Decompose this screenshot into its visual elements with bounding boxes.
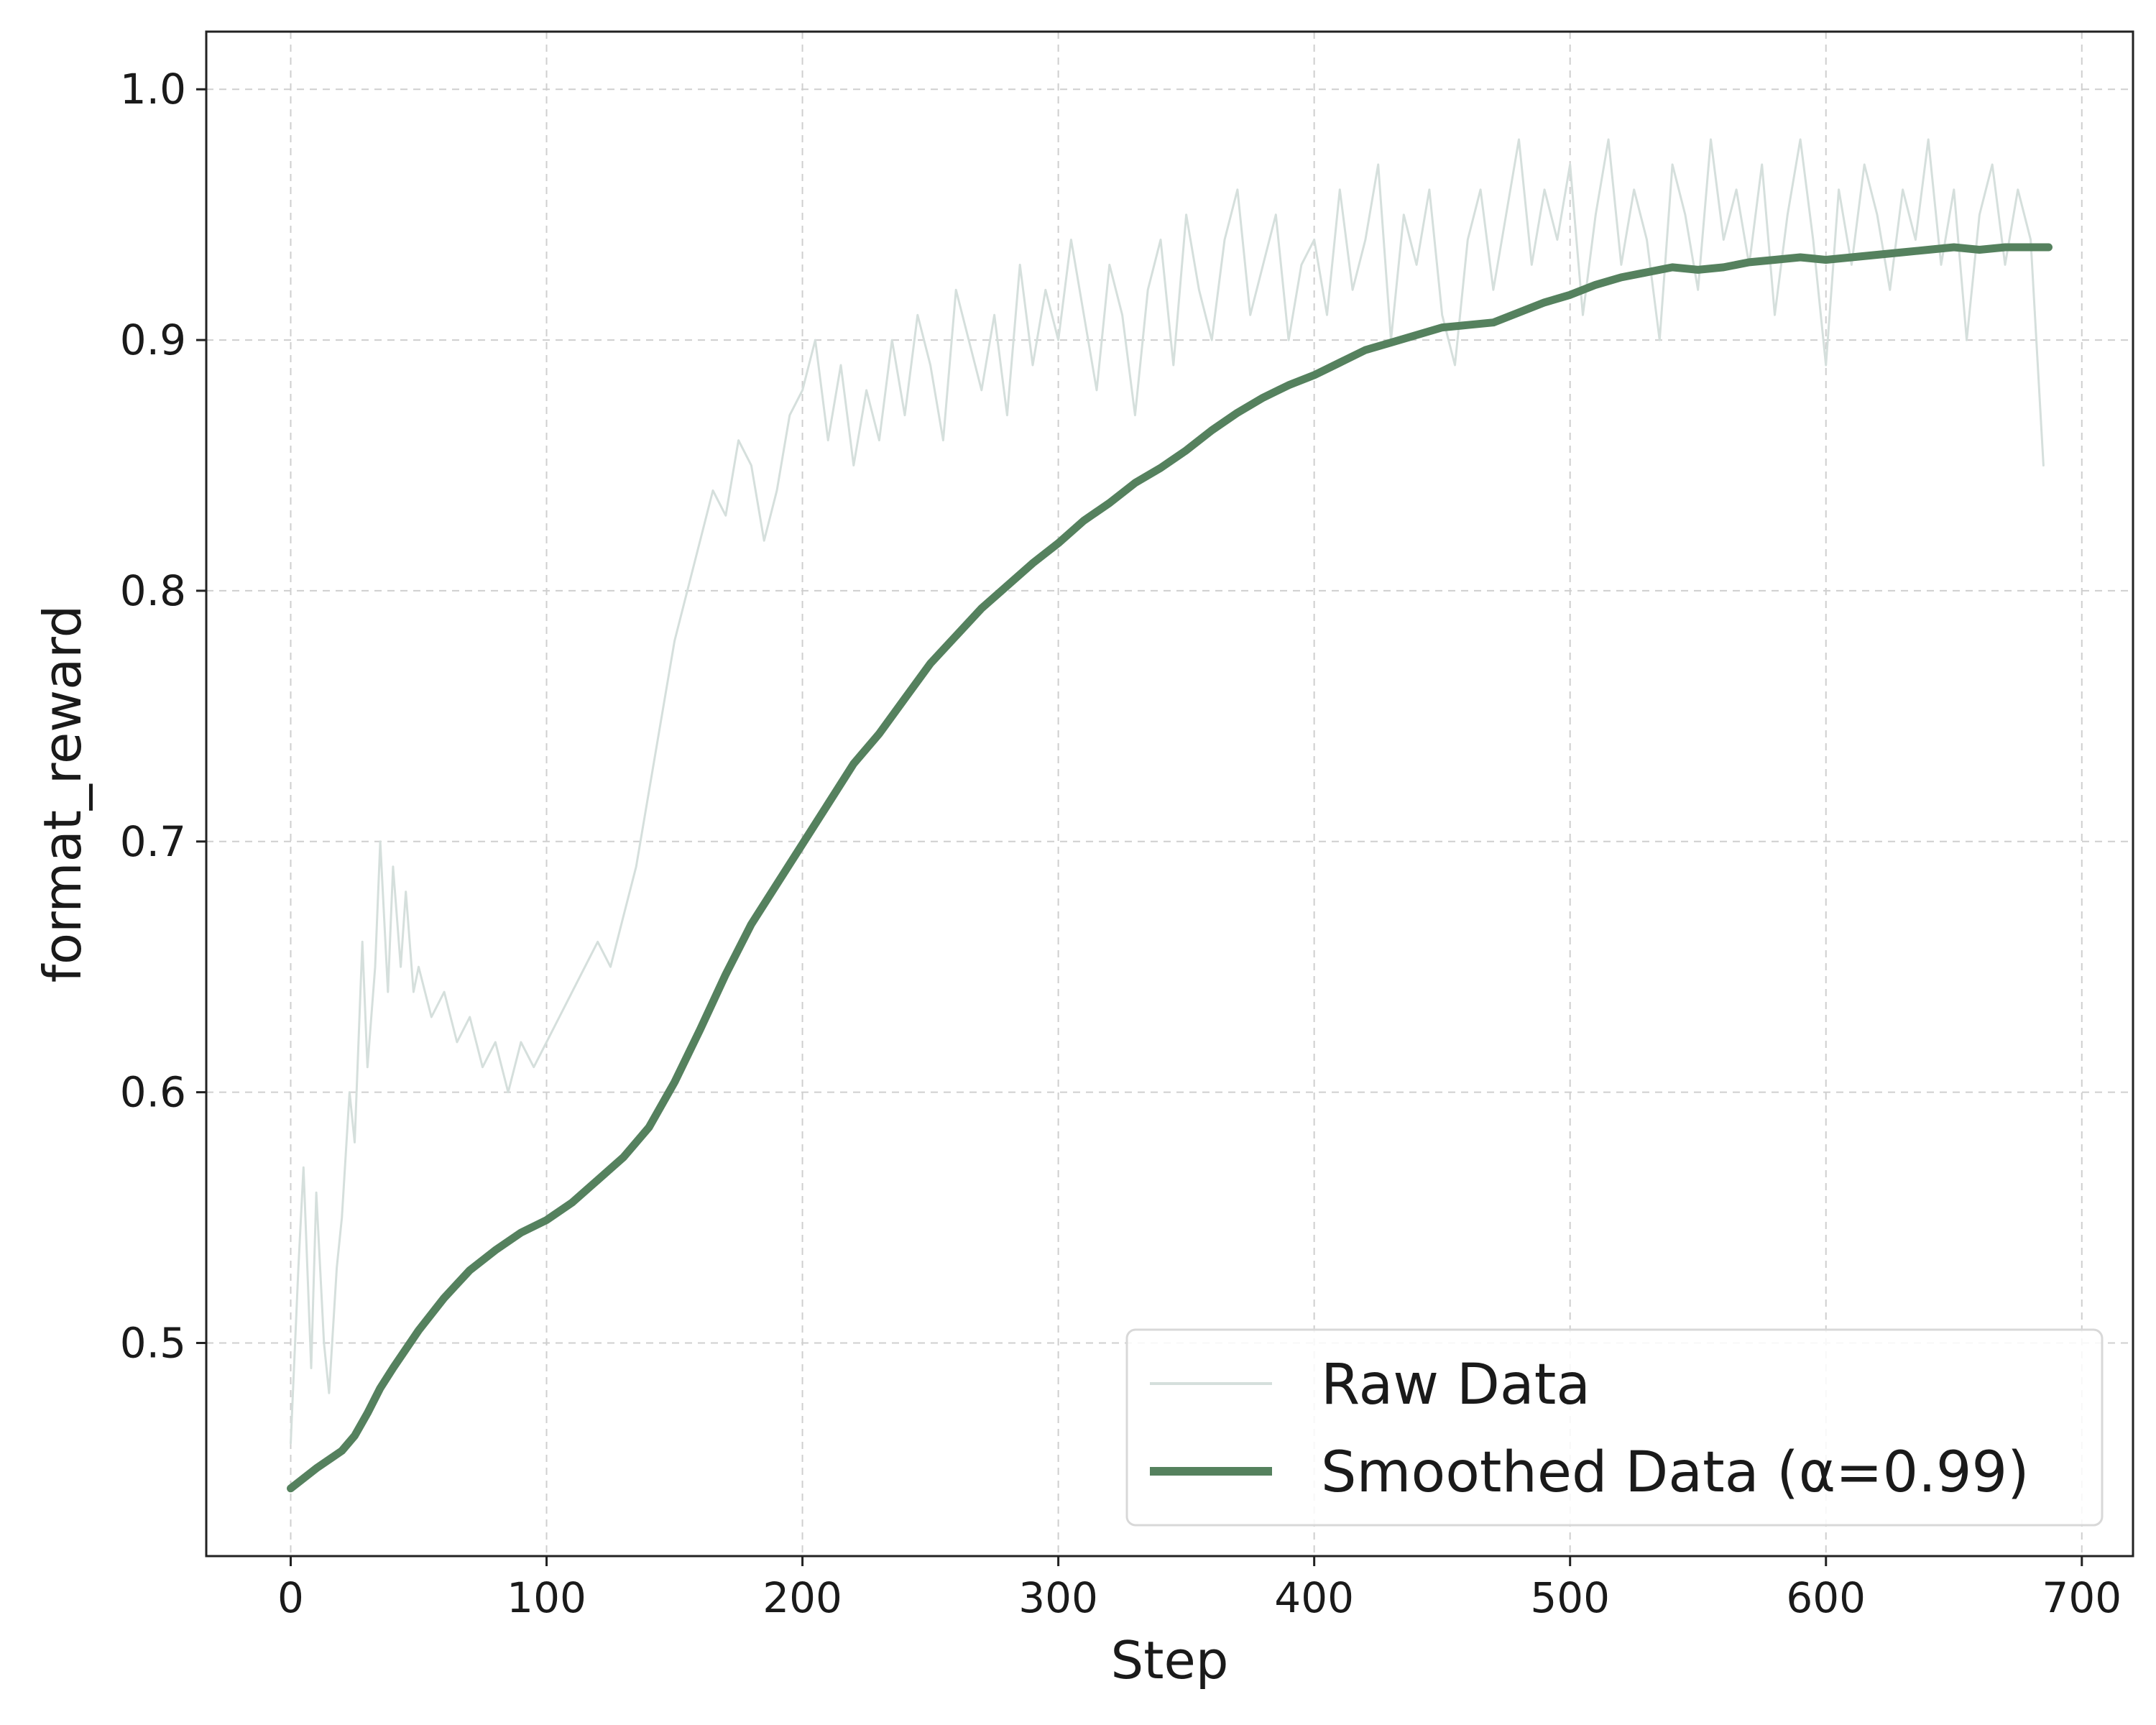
y-axis-title: format_reward — [32, 605, 93, 983]
smoothed-data-line — [287, 243, 2053, 1493]
x-tick-label: 300 — [1018, 1573, 1098, 1622]
legend-label-raw-data: Raw Data — [1321, 1353, 1590, 1417]
x-tick-label: 600 — [1786, 1573, 1866, 1622]
x-tick-label: 100 — [507, 1573, 586, 1622]
plot-frame — [205, 30, 2134, 1558]
y-tick-label: 1.0 — [120, 65, 186, 114]
x-axis-ticks: 0 100 200 300 400 500 600 700 — [277, 1556, 2122, 1622]
x-tick-label: 700 — [2042, 1573, 2122, 1622]
raw-data-line — [290, 138, 2045, 1445]
x-tick-label: 200 — [763, 1573, 842, 1622]
legend-box — [1125, 1328, 2104, 1527]
y-tick-label: 0.9 — [120, 316, 186, 364]
y-tick-label: 0.5 — [120, 1318, 186, 1367]
legend-label-smoothed-data: Smoothed Data (α=0.99) — [1321, 1440, 2030, 1505]
y-tick-label: 0.7 — [120, 817, 186, 866]
x-tick-label: 500 — [1530, 1573, 1610, 1622]
series-lines — [287, 138, 2053, 1493]
x-tick-label: 0 — [277, 1573, 304, 1622]
x-tick-label: 400 — [1274, 1573, 1354, 1622]
legend: Raw Data Smoothed Data (α=0.99) — [1125, 1328, 2104, 1527]
x-axis-title: Step — [1111, 1630, 1229, 1690]
y-tick-label: 0.8 — [120, 566, 186, 615]
y-axis-ticks: 0.5 0.6 0.7 0.8 0.9 1.0 — [120, 65, 206, 1367]
y-tick-label: 0.6 — [120, 1068, 186, 1117]
